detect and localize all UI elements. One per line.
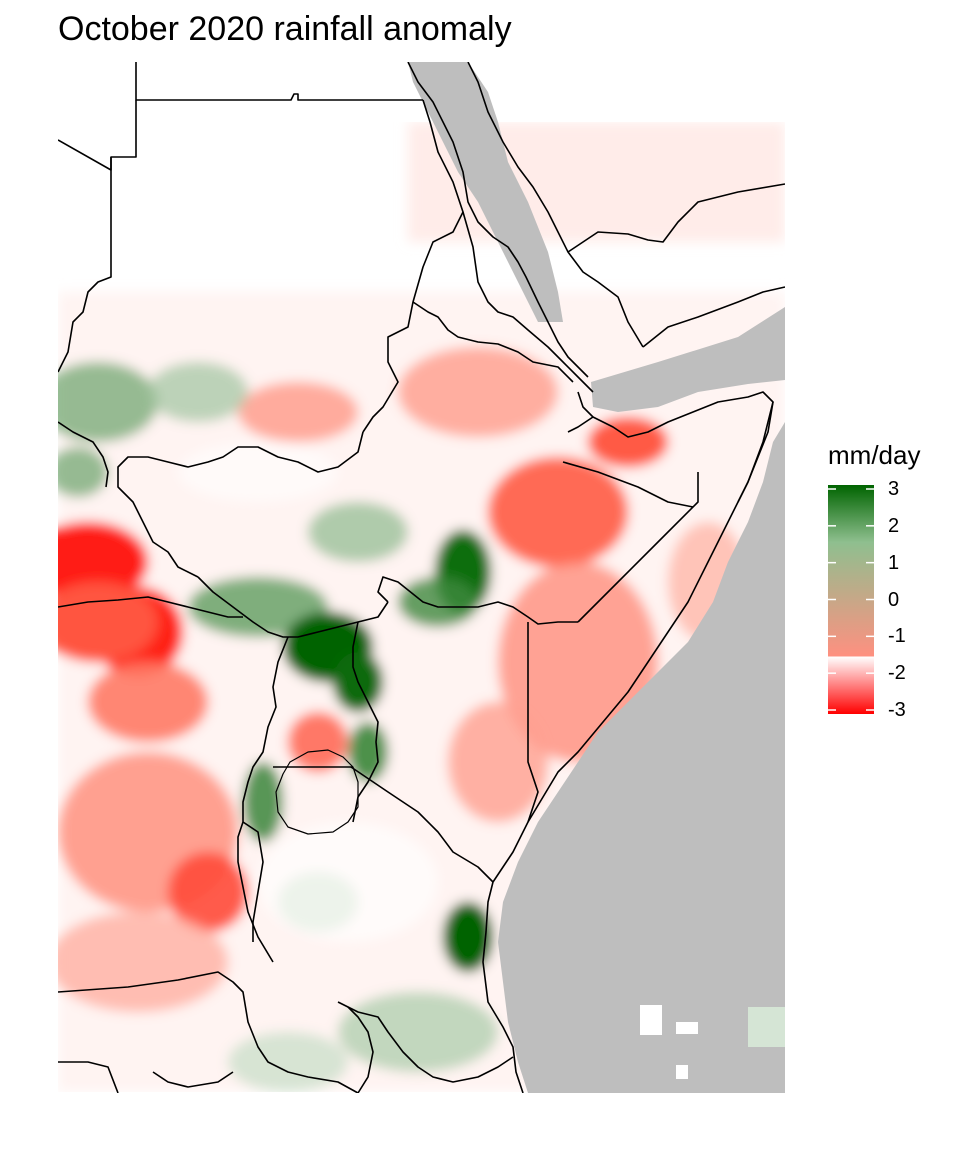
legend-colorbar: [828, 485, 874, 714]
map-title: October 2020 rainfall anomaly: [58, 10, 512, 48]
ocean-mask: [408, 62, 785, 1093]
legend-label: -1: [888, 625, 906, 648]
country-borders: [58, 62, 785, 1093]
legend-title: mm/day: [828, 440, 921, 470]
legend-label: -3: [888, 699, 906, 721]
legend-label: 3: [888, 478, 900, 500]
legend-label: 0: [888, 588, 900, 611]
legend-label: -2: [888, 662, 906, 685]
legend-label: 1: [888, 551, 900, 574]
legend: mm/day 3 2 1 0 -1 -2 -3: [828, 440, 948, 740]
map-panel: [58, 62, 785, 1093]
legend-label: 2: [888, 514, 900, 537]
anomaly-map: [58, 62, 785, 1093]
